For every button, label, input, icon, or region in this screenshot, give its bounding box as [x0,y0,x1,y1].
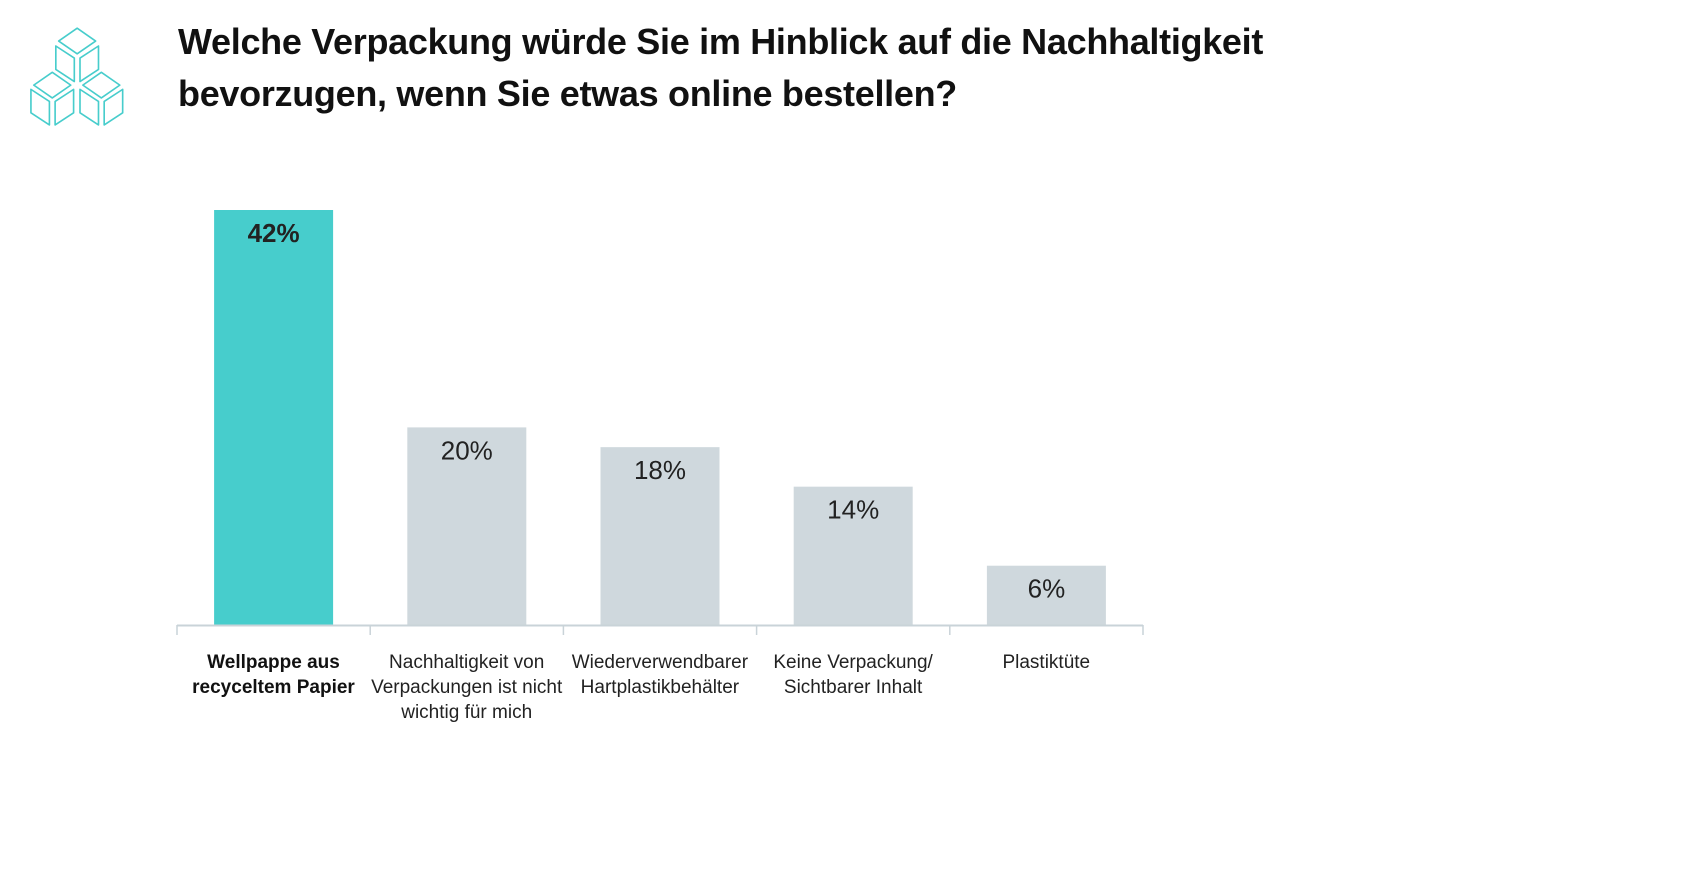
data-label: 14% [827,495,879,525]
bar-0 [214,210,334,625]
stacked-cubes-icon [30,27,124,126]
bar-1 [407,427,527,625]
x-tick-label: Wiederverwendbarer Hartplastikbehälter [571,652,749,698]
data-label: 20% [441,435,493,465]
x-tick-label: Keine Verpackung/ Sichtbarer Inhalt [773,652,933,698]
data-label: 42% [248,218,300,248]
data-label: 18% [634,455,686,485]
x-tick-label: Nachhaltigkeit von Verpackungen ist nich… [371,652,563,723]
bar-3 [793,486,913,625]
bar-2 [600,447,720,625]
bar-4 [986,565,1106,625]
x-tick-label: Plastiktüte [1002,652,1091,673]
chart-title: Welche Verpackung würde Sie im Hinblick … [178,21,1264,114]
data-label: 6% [1028,574,1066,604]
x-tick-label: Wellpappe aus recyceltem Papier [192,652,355,698]
